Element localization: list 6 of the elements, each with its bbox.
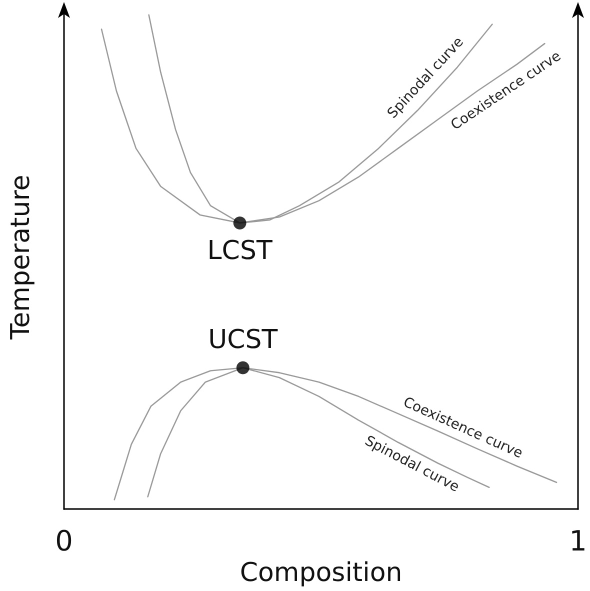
x-tick-label: 1 (569, 524, 588, 558)
y-axis-title: Temperature (6, 174, 36, 340)
x-tick-label: 0 (55, 524, 73, 558)
x-axis-title: Composition (240, 558, 402, 588)
annotation: LCST (207, 236, 272, 266)
annotation: UCST (208, 324, 278, 355)
